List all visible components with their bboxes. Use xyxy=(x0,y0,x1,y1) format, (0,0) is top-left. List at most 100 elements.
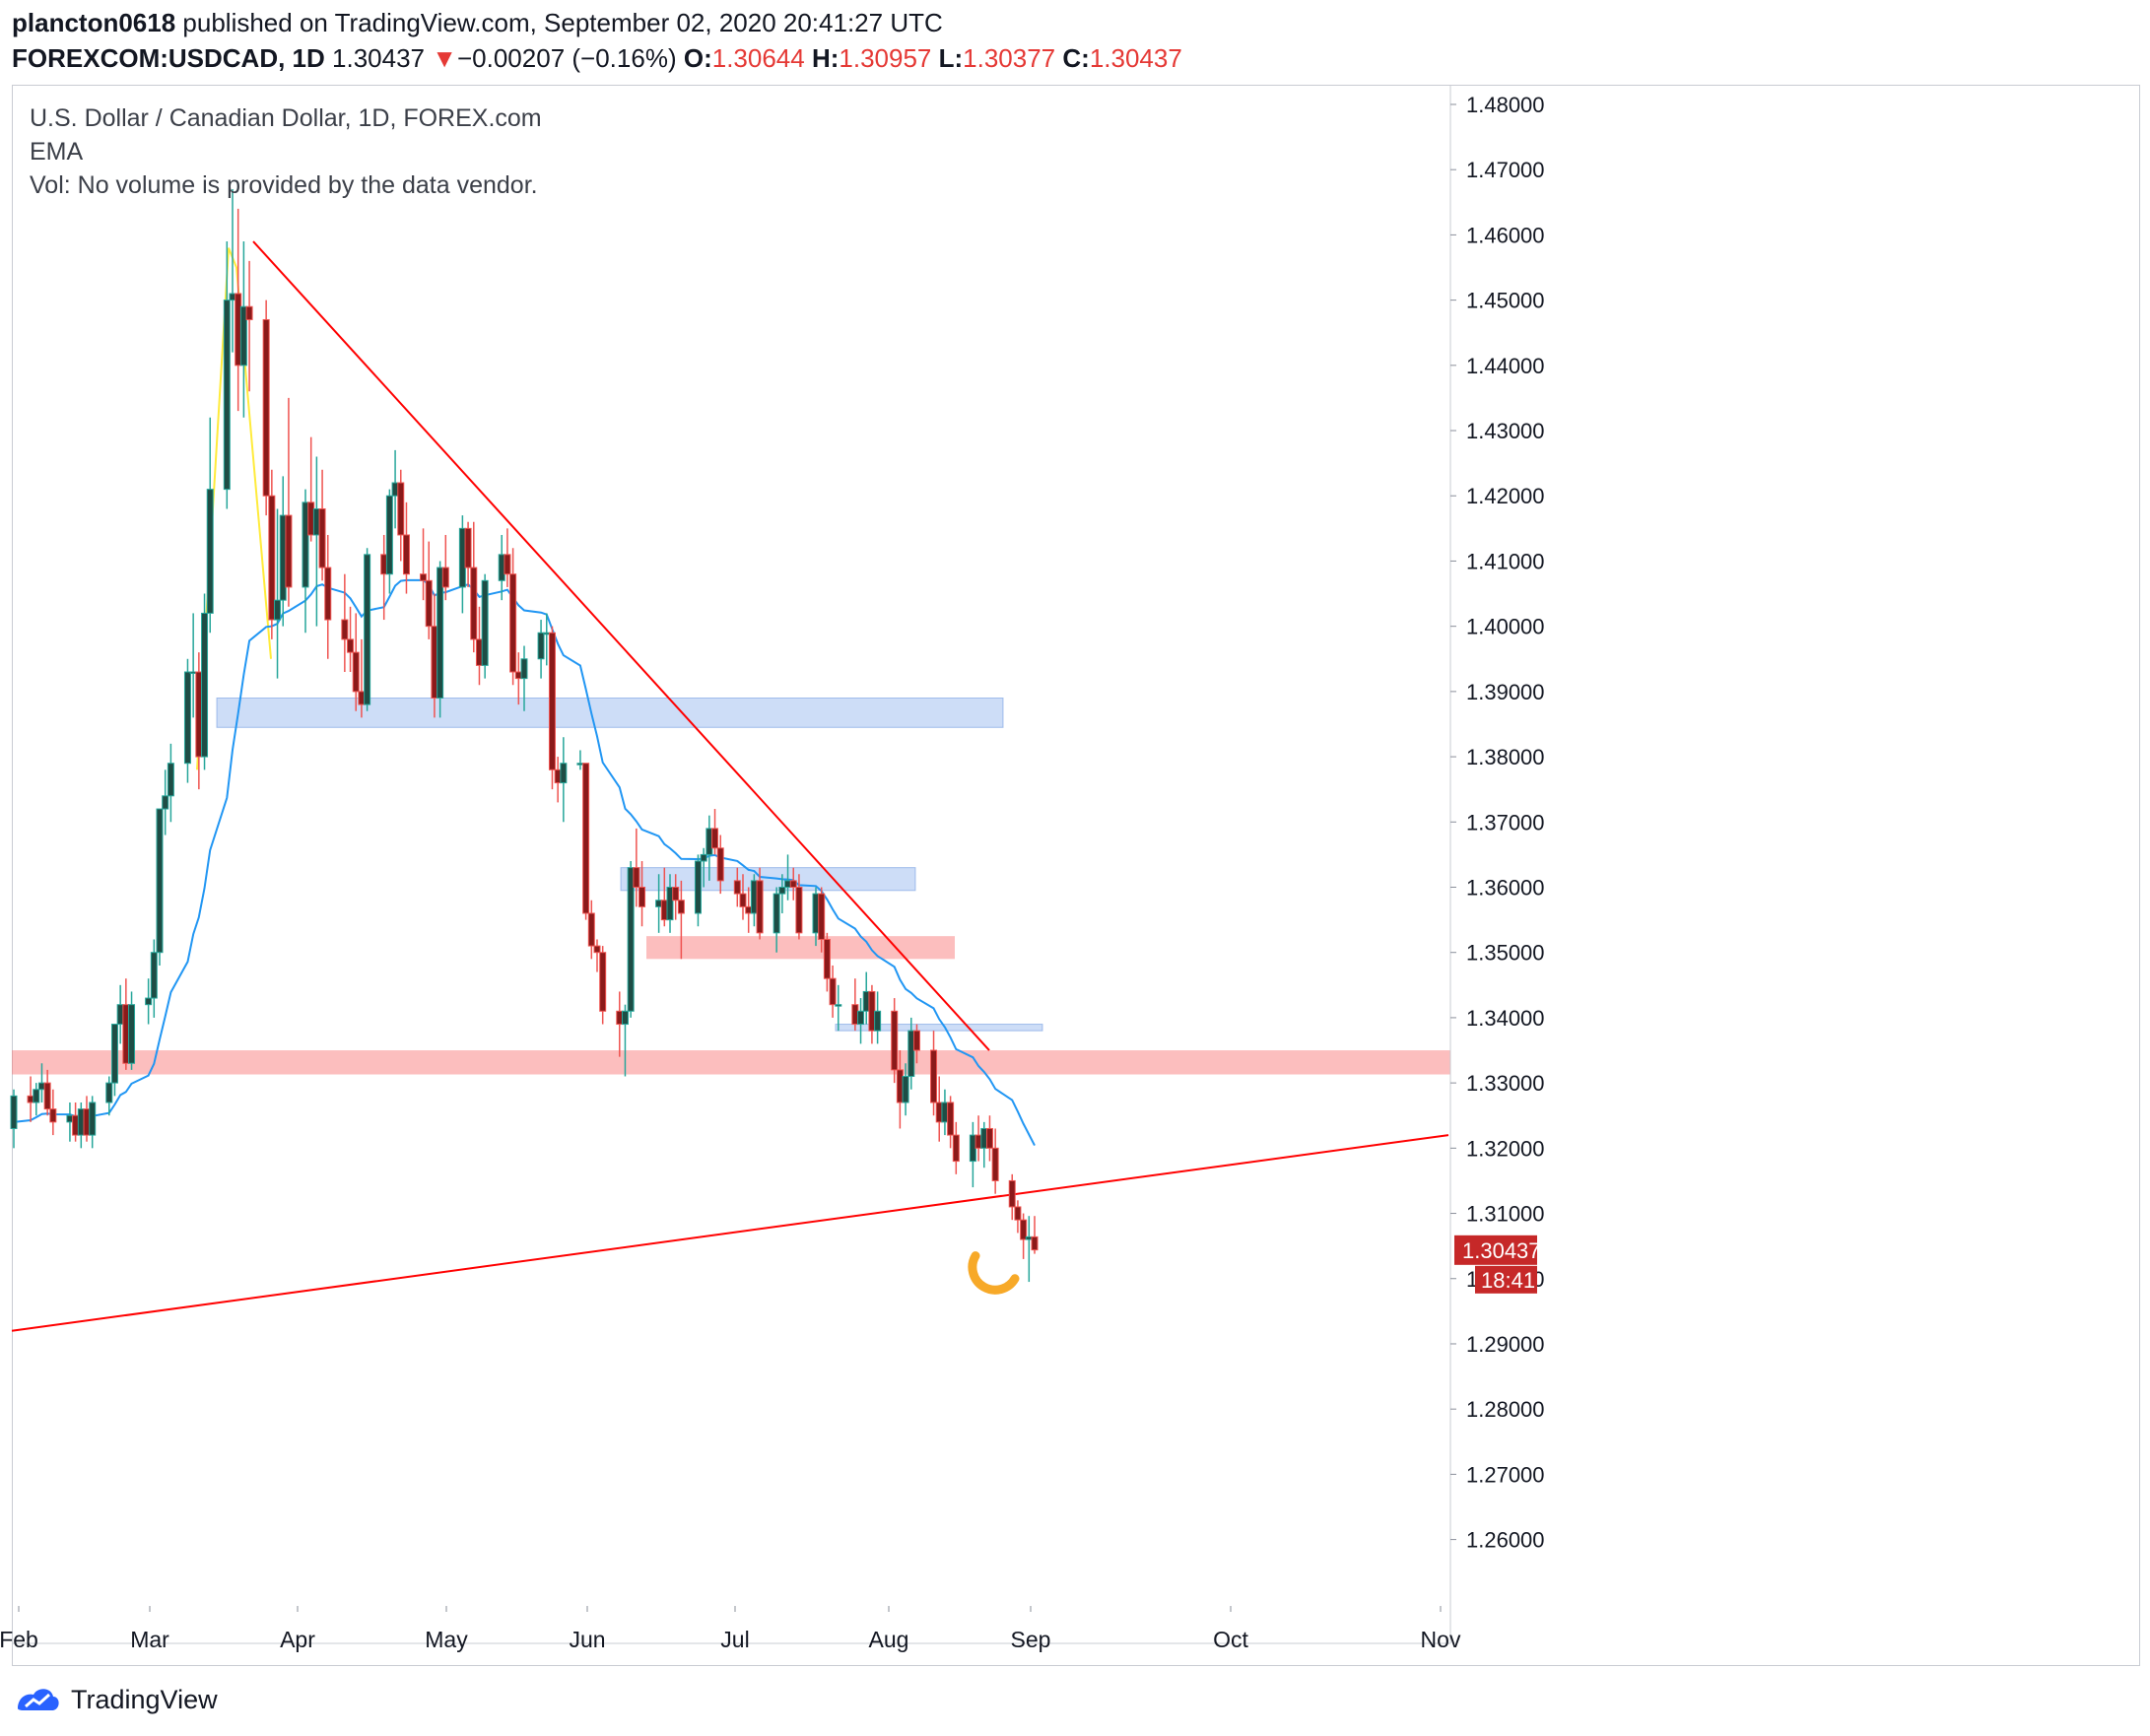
candle xyxy=(352,613,360,711)
candle-body xyxy=(10,1095,18,1129)
candle-body xyxy=(385,495,393,575)
candle xyxy=(739,874,747,920)
candle xyxy=(464,521,472,587)
candle-body xyxy=(223,300,231,491)
candle xyxy=(891,998,899,1084)
candle xyxy=(789,867,797,901)
candle-body xyxy=(37,1082,45,1091)
candle-body xyxy=(470,567,478,640)
price-tick-label: 1.39000 xyxy=(1466,680,1545,704)
time-tick-label: Nov xyxy=(1421,1627,1461,1652)
last-price-tag xyxy=(1454,1235,1537,1265)
candle-body xyxy=(795,887,803,934)
candle-body xyxy=(739,893,747,907)
low-label: L: xyxy=(938,43,964,73)
candle xyxy=(554,757,562,803)
price-tick-label: 1.45000 xyxy=(1466,289,1545,313)
price-tick-label: 1.26000 xyxy=(1466,1528,1545,1553)
candle-body xyxy=(425,579,433,628)
candle xyxy=(206,417,214,634)
candle xyxy=(229,189,236,353)
candle-body xyxy=(441,567,449,588)
price-tick-label: 1.27000 xyxy=(1466,1462,1545,1487)
candle-body xyxy=(312,507,320,536)
candle-body xyxy=(33,1089,40,1103)
brand-name: TradingView xyxy=(71,1684,218,1714)
candle-body xyxy=(812,893,820,934)
time-tick-label: Jun xyxy=(569,1627,605,1652)
candle xyxy=(509,548,517,686)
candle-body xyxy=(947,1102,955,1136)
candle-body xyxy=(778,887,786,895)
last-price-tag-label: 1.30437 xyxy=(1462,1238,1541,1263)
publish-info: plancton0618 published on TradingView.co… xyxy=(12,8,943,38)
candle-body xyxy=(274,599,282,621)
candle xyxy=(183,658,191,783)
candle-body xyxy=(862,990,870,1012)
candle xyxy=(1031,1216,1039,1254)
candle-body xyxy=(1031,1235,1039,1251)
candle xyxy=(1020,1213,1028,1259)
price-tick-label: 1.44000 xyxy=(1466,354,1545,378)
price-tick-label: 1.43000 xyxy=(1466,419,1545,443)
low-value: 1.30377 xyxy=(963,43,1056,73)
candle xyxy=(364,548,371,711)
candle xyxy=(341,573,349,673)
candle xyxy=(985,1115,993,1162)
price-tick-label: 1.28000 xyxy=(1466,1397,1545,1422)
candle xyxy=(548,626,556,790)
candle xyxy=(397,469,405,562)
candle-body xyxy=(83,1108,91,1136)
ema-legend[interactable]: EMA xyxy=(30,138,84,166)
candle-body xyxy=(167,763,174,797)
chart-frame xyxy=(12,85,2140,1666)
candle-body xyxy=(262,318,270,497)
candle xyxy=(66,1102,74,1142)
candle-body xyxy=(77,1108,85,1136)
candle-body xyxy=(420,573,428,581)
candle-body xyxy=(851,1004,859,1026)
high-label: H: xyxy=(811,43,840,73)
candle-body xyxy=(857,1010,865,1026)
candle-body xyxy=(156,808,164,954)
candle-body xyxy=(627,867,635,1012)
candle-body xyxy=(1014,1206,1022,1221)
candle-body xyxy=(89,1102,97,1136)
candle-body xyxy=(969,1134,976,1163)
candle xyxy=(560,737,568,823)
footer[interactable]: TradingView xyxy=(14,1683,218,1716)
candle-body xyxy=(364,554,371,705)
symbol-label: FOREXCOM:USDCAD, 1D xyxy=(12,43,325,73)
candle xyxy=(537,620,545,679)
price-change: −0.00207 (−0.16%) xyxy=(456,43,677,73)
time-tick-label: Mar xyxy=(130,1627,169,1652)
volume-legend[interactable]: Vol: No volume is provided by the data v… xyxy=(30,171,538,199)
candle xyxy=(167,743,174,823)
candle xyxy=(1025,1216,1033,1283)
open-label: O: xyxy=(683,43,712,73)
candle xyxy=(162,769,169,835)
candle xyxy=(33,1083,40,1116)
candle xyxy=(122,978,130,1070)
candle-body xyxy=(235,293,242,367)
candle-body xyxy=(475,638,483,666)
candle xyxy=(420,528,428,601)
down-arrow-icon: ▼ xyxy=(432,43,457,73)
candle xyxy=(677,880,685,960)
candle xyxy=(857,998,865,1044)
candle-body xyxy=(145,997,153,1006)
zone-blue xyxy=(216,697,1004,728)
candle xyxy=(239,241,247,418)
candle-body xyxy=(285,514,293,588)
author-name[interactable]: plancton0618 xyxy=(12,8,176,37)
candle xyxy=(672,874,680,920)
candle xyxy=(470,521,478,653)
candle-body xyxy=(616,1010,624,1026)
candle xyxy=(402,501,410,594)
candle xyxy=(10,1089,18,1149)
candle xyxy=(279,476,287,627)
candle xyxy=(189,613,197,718)
candle xyxy=(425,541,433,639)
resistance-trendline xyxy=(252,240,990,1051)
